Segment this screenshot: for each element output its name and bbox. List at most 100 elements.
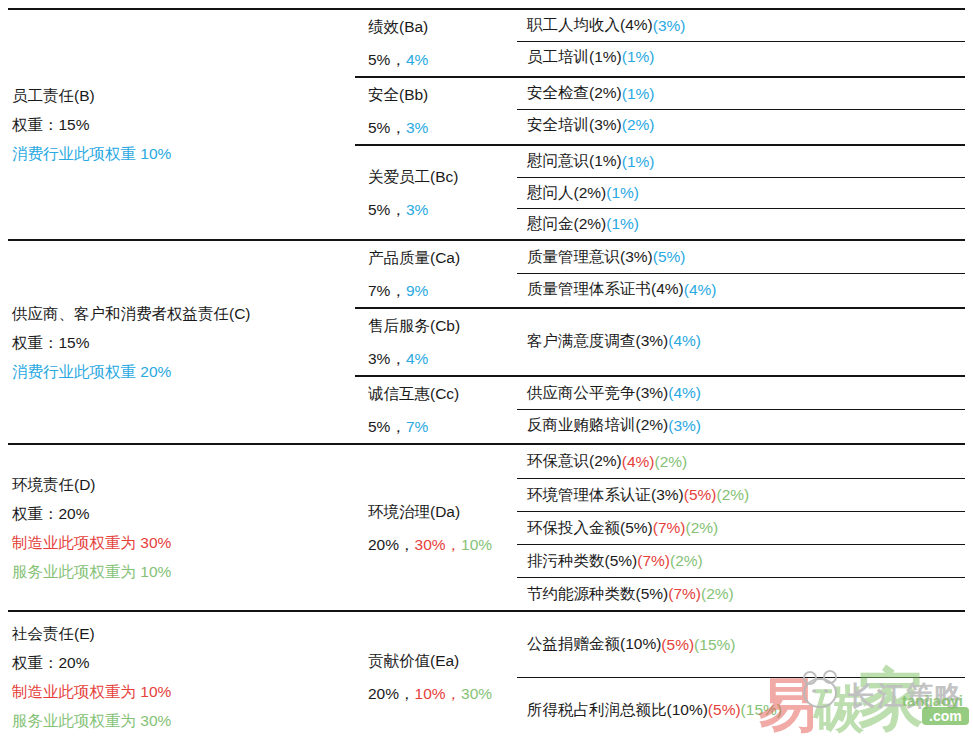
indicator-base: 职工人均收入(4%)	[527, 15, 653, 36]
subcategory-groups: 环境治理(Da) 20%，30%，10% 环保意识(2%)(4%)(2%) 环境…	[355, 445, 965, 610]
weight-consumer: 4%	[406, 51, 428, 68]
indicator-list: 质量管理意识(3%)(5%) 质量管理体系证书(4%)(4%)	[517, 241, 965, 307]
subcategory-cell: 安全(Bb) 5%，3%	[355, 78, 517, 144]
weight-manufacturing: 30%，	[415, 536, 462, 553]
indicator-list: 公益捐赠金额(10%)(5%)(15%) 所得税占利润总额比(10%)(5%)(…	[517, 612, 965, 741]
indicator-row: 慰问金(2%)(1%)	[517, 208, 965, 239]
indicator-list: 职工人均收入(4%)(3%) 员工培训(1%)(1%)	[517, 10, 965, 76]
indicator-row: 所得税占利润总额比(10%)(5%)(15%)	[517, 677, 965, 741]
subcategory-name: 诚信互惠(Cc)	[368, 377, 517, 410]
indicator-consumer: (3%)	[653, 17, 686, 35]
indicator-row: 质量管理体系证书(4%)(4%)	[517, 273, 965, 305]
weight-base: 5%，	[368, 119, 406, 136]
subcategory-group: 诚信互惠(Cc) 5%，7% 供应商公平竞争(3%)(4%) 反商业贿赂培训(2…	[355, 375, 965, 443]
subcategory-groups: 贡献价值(Ea) 20%，10%，30% 公益捐赠金额(10%)(5%)(15%…	[355, 612, 965, 741]
indicator-row: 职工人均收入(4%)(3%)	[517, 10, 965, 41]
weight-manufacturing: 10%，	[415, 685, 462, 702]
subcategory-cell: 贡献价值(Ea) 20%，10%，30%	[355, 612, 517, 741]
weight-consumer: 3%	[406, 201, 428, 218]
category-weight: 权重：20%	[12, 648, 355, 677]
subcategory-groups: 绩效(Ba) 5%，4% 职工人均收入(4%)(3%) 员工培训(1%)(1%)…	[355, 10, 965, 239]
indicator-consumer: (1%)	[622, 153, 655, 171]
indicator-base: 节约能源种类数(5%)	[527, 584, 668, 605]
subcategory-group: 关爱员工(Bc) 5%，3% 慰问意识(1%)(1%) 慰问人(2%)(1%) …	[355, 144, 965, 239]
indicator-base: 供应商公平竞争(3%)	[527, 383, 668, 404]
weight-base: 20%，	[368, 685, 415, 702]
subcategory-cell: 关爱员工(Bc) 5%，3%	[355, 146, 517, 239]
subcategory-group: 环境治理(Da) 20%，30%，10% 环保意识(2%)(4%)(2%) 环境…	[355, 445, 965, 610]
weight-services: 10%	[461, 536, 492, 553]
indicator-base: 反商业贿赂培训(2%)	[527, 415, 668, 436]
indicator-base: 排污种类数(5%)	[527, 551, 637, 572]
category-title: 供应商、客户和消费者权益责任(C)	[12, 299, 355, 328]
weight-table: 员工责任(B) 权重：15% 消费行业此项权重 10% 绩效(Ba) 5%，4%…	[8, 8, 965, 741]
subcategory-cell: 诚信互惠(Cc) 5%，7%	[355, 377, 517, 443]
indicator-manufacturing: (7%)	[637, 552, 670, 570]
indicator-row: 慰问人(2%)(1%)	[517, 177, 965, 208]
indicator-consumer: (3%)	[668, 417, 701, 435]
indicator-consumer: (1%)	[622, 48, 655, 66]
indicator-row: 反商业贿赂培训(2%)(3%)	[517, 409, 965, 441]
category-title: 环境责任(D)	[12, 470, 355, 499]
indicator-row: 排污种类数(5%)(7%)(2%)	[517, 544, 965, 577]
indicator-base: 安全检查(2%)	[527, 83, 622, 104]
indicator-base: 所得税占利润总额比(10%)	[527, 700, 708, 721]
subcategory-weights: 5%，4%	[368, 43, 517, 76]
category-weight: 权重：20%	[12, 499, 355, 528]
subcategory-name: 绩效(Ba)	[368, 10, 517, 43]
weight-base: 3%，	[368, 350, 406, 367]
subcategory-weights: 20%，30%，10%	[368, 528, 517, 561]
indicator-services: (2%)	[701, 585, 734, 603]
indicator-consumer: (1%)	[606, 184, 639, 202]
subcategory-cell: 环境治理(Da) 20%，30%，10%	[355, 445, 517, 610]
subcategory-cell: 售后服务(Cb) 3%，4%	[355, 309, 517, 375]
subcategory-cell: 产品质量(Ca) 7%，9%	[355, 241, 517, 307]
weight-base: 5%，	[368, 201, 406, 218]
subcategory-weights: 3%，4%	[368, 342, 517, 375]
category-note-manufacturing: 制造业此项权重为 10%	[12, 677, 355, 706]
indicator-row: 质量管理意识(3%)(5%)	[517, 241, 965, 273]
subcategory-weights: 5%，3%	[368, 193, 517, 226]
category-cell: 社会责任(E) 权重：20% 制造业此项权重为 10% 服务业此项权重为 30%	[8, 612, 355, 741]
weight-consumer: 7%	[406, 418, 428, 435]
indicator-base: 客户满意度调查(3%)	[527, 331, 668, 352]
category-cell: 环境责任(D) 权重：20% 制造业此项权重为 30% 服务业此项权重为 10%	[8, 445, 355, 610]
indicator-row: 环保投入金额(5%)(7%)(2%)	[517, 511, 965, 544]
indicator-consumer: (4%)	[668, 332, 701, 350]
indicator-manufacturing: (5%)	[708, 701, 741, 719]
weight-consumer: 9%	[406, 282, 428, 299]
subcategory-groups: 产品质量(Ca) 7%，9% 质量管理意识(3%)(5%) 质量管理体系证书(4…	[355, 241, 965, 443]
category-title: 社会责任(E)	[12, 619, 355, 648]
indicator-consumer: (4%)	[684, 281, 717, 299]
indicator-services: (2%)	[685, 519, 718, 537]
subcategory-name: 产品质量(Ca)	[368, 241, 517, 274]
subcategory-group: 产品质量(Ca) 7%，9% 质量管理意识(3%)(5%) 质量管理体系证书(4…	[355, 241, 965, 307]
indicator-row: 公益捐赠金额(10%)(5%)(15%)	[517, 612, 965, 677]
category-note-manufacturing: 制造业此项权重为 30%	[12, 528, 355, 557]
indicator-list: 环保意识(2%)(4%)(2%) 环境管理体系认证(3%)(5%)(2%) 环保…	[517, 445, 965, 610]
indicator-row: 客户满意度调查(3%)(4%)	[517, 309, 965, 373]
section-social-responsibility: 社会责任(E) 权重：20% 制造业此项权重为 10% 服务业此项权重为 30%…	[8, 610, 965, 741]
indicator-manufacturing: (5%)	[661, 636, 694, 654]
subcategory-group: 绩效(Ba) 5%，4% 职工人均收入(4%)(3%) 员工培训(1%)(1%)	[355, 10, 965, 76]
indicator-row: 安全检查(2%)(1%)	[517, 78, 965, 109]
subcategory-weights: 20%，10%，30%	[368, 677, 517, 710]
category-note-services: 服务业此项权重为 30%	[12, 706, 355, 735]
weight-consumer: 3%	[406, 119, 428, 136]
indicator-consumer: (2%)	[622, 116, 655, 134]
subcategory-name: 售后服务(Cb)	[368, 309, 517, 342]
indicator-row: 环境管理体系认证(3%)(5%)(2%)	[517, 478, 965, 511]
indicator-row: 员工培训(1%)(1%)	[517, 41, 965, 72]
indicator-consumer: (5%)	[653, 248, 686, 266]
weight-base: 20%，	[368, 536, 415, 553]
subcategory-cell: 绩效(Ba) 5%，4%	[355, 10, 517, 76]
weight-services: 30%	[461, 685, 492, 702]
indicator-manufacturing: (5%)	[684, 486, 717, 504]
indicator-list: 客户满意度调查(3%)(4%)	[517, 309, 965, 375]
indicator-manufacturing: (7%)	[653, 519, 686, 537]
category-note-services: 服务业此项权重为 10%	[12, 557, 355, 586]
category-cell: 员工责任(B) 权重：15% 消费行业此项权重 10%	[8, 10, 355, 239]
indicator-list: 慰问意识(1%)(1%) 慰问人(2%)(1%) 慰问金(2%)(1%)	[517, 146, 965, 239]
section-supplier-customer-responsibility: 供应商、客户和消费者权益责任(C) 权重：15% 消费行业此项权重 20% 产品…	[8, 239, 965, 443]
indicator-base: 公益捐赠金额(10%)	[527, 634, 661, 655]
